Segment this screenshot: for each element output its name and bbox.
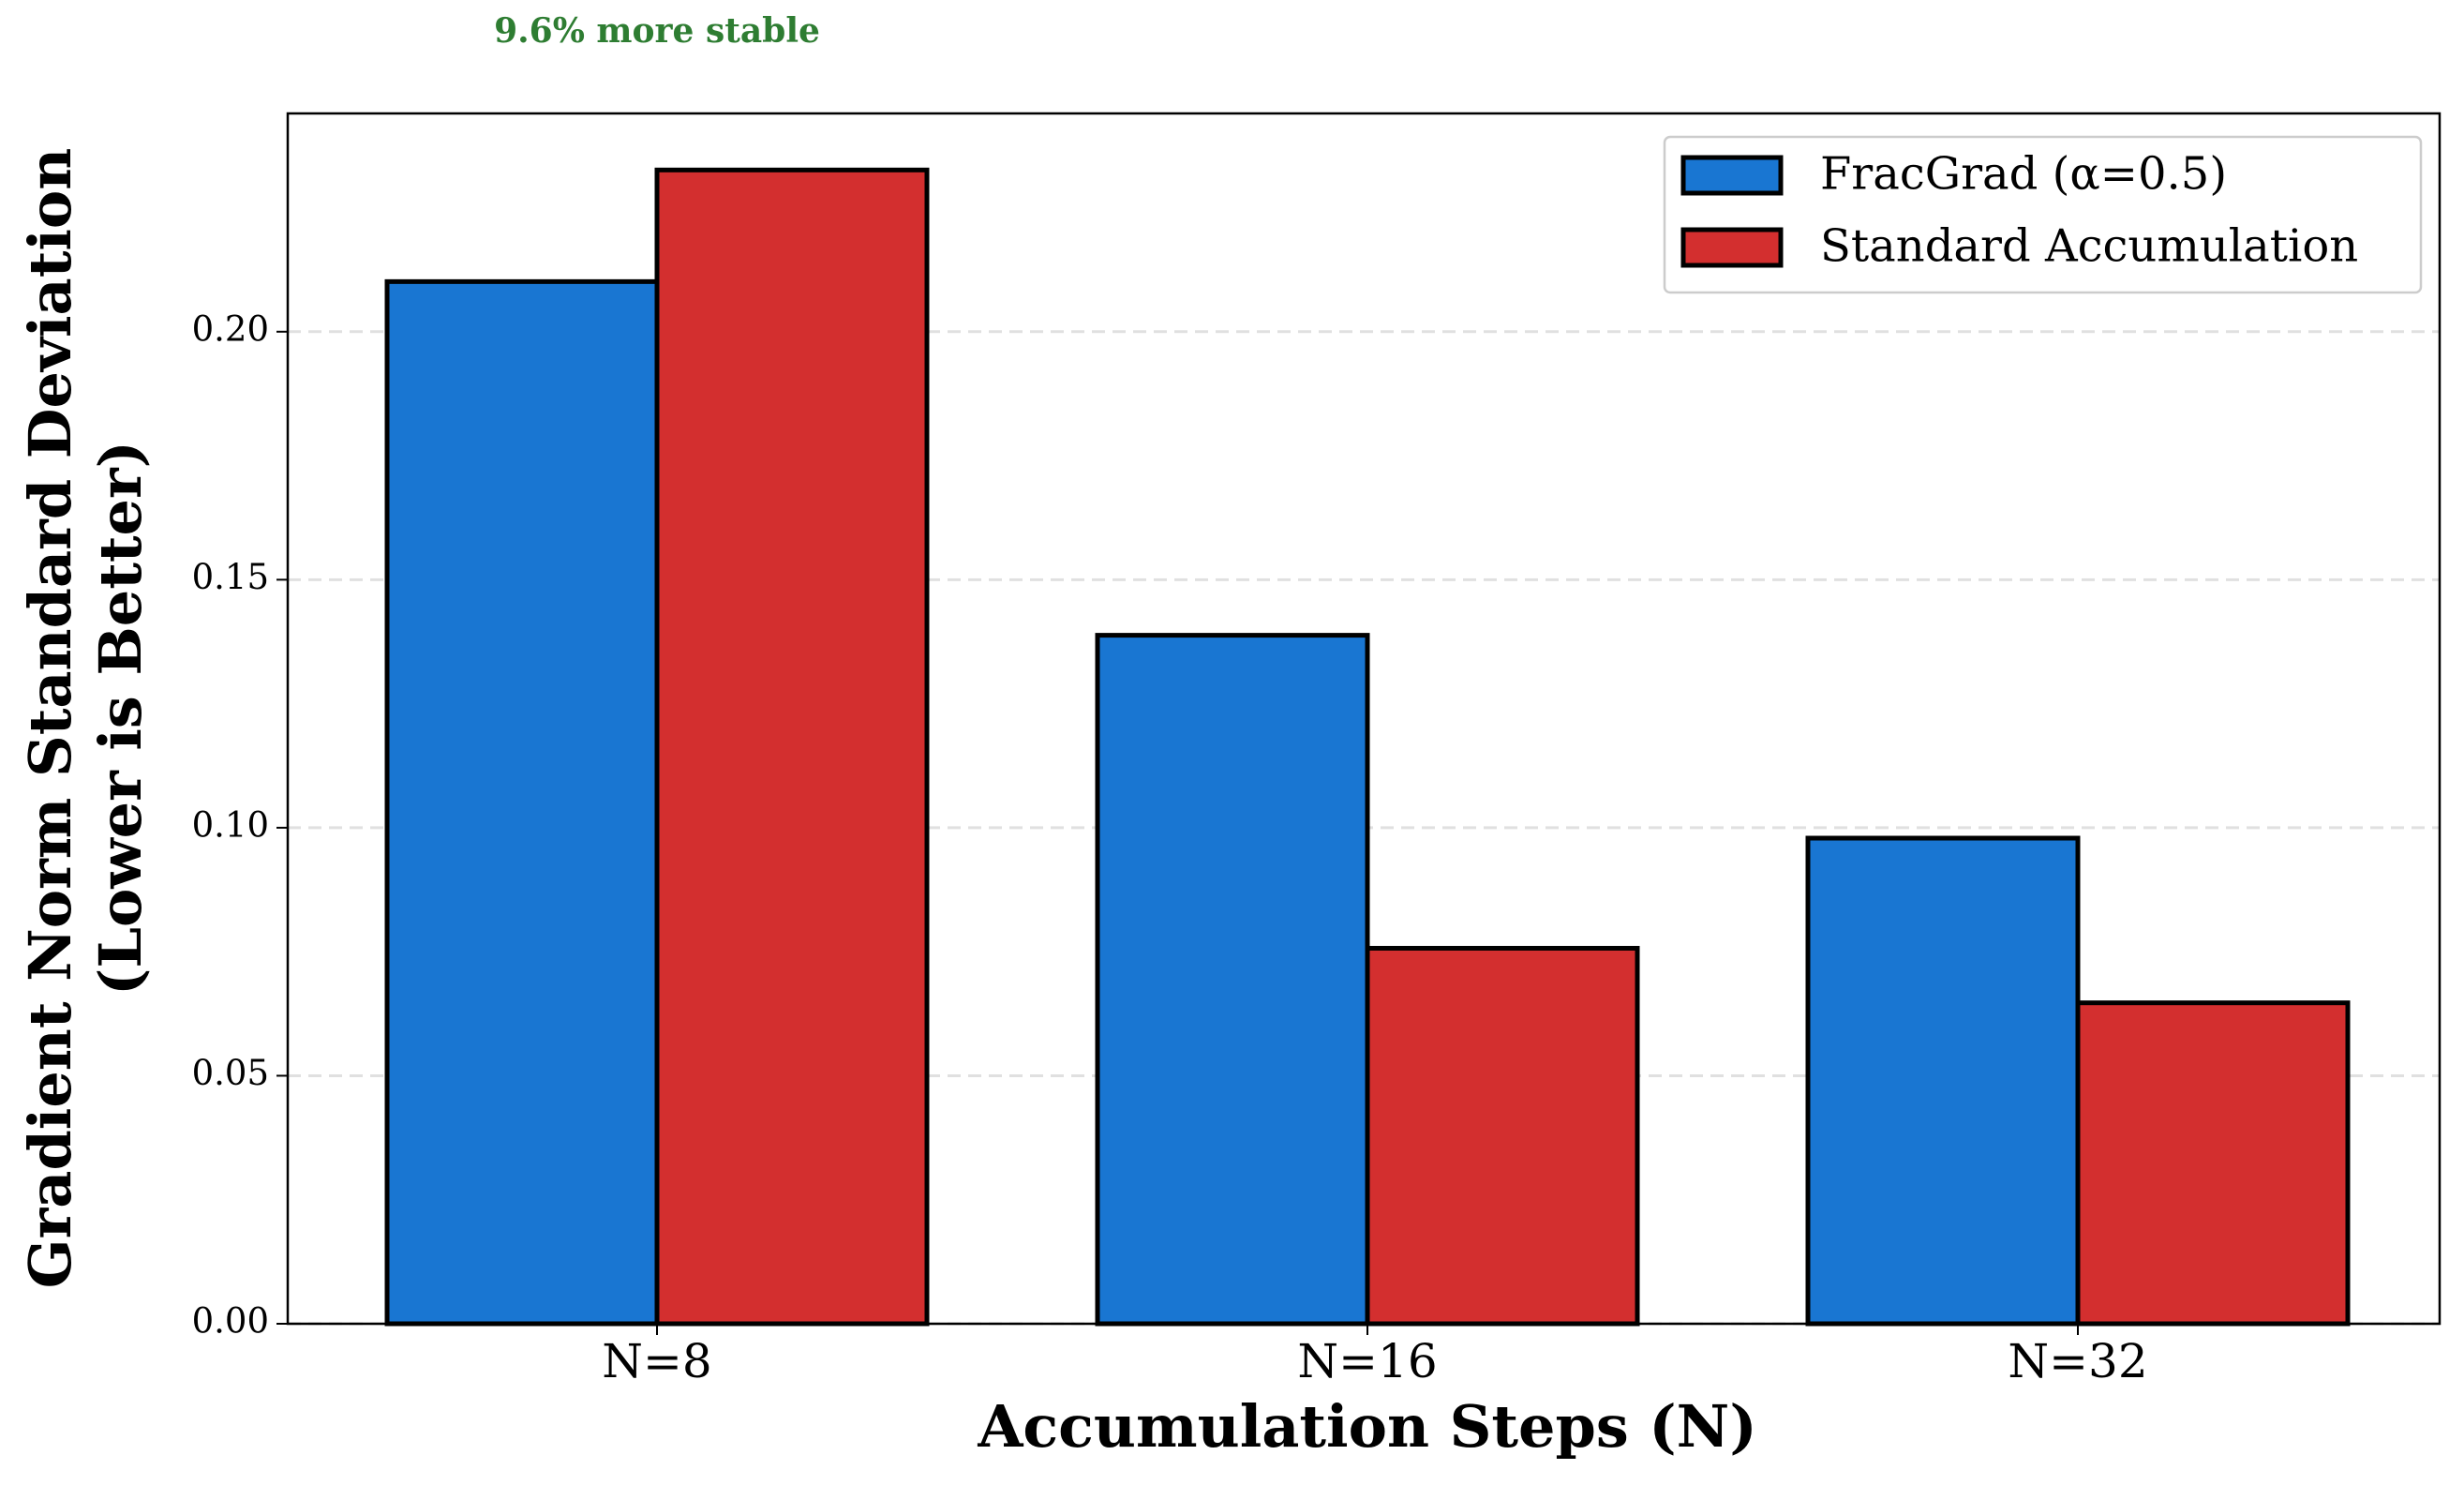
bar <box>2075 1000 2351 1327</box>
y-axis-label: (Lower is Better) <box>86 441 155 996</box>
bar <box>1095 633 1370 1327</box>
x-axis-label: Accumulation Steps (N) <box>977 1392 1756 1461</box>
legend-label: Standard Accumulation <box>1820 220 2358 273</box>
y-tick-label: 0.00 <box>192 1301 269 1342</box>
x-tick-label: N=32 <box>2008 1334 2147 1388</box>
bar <box>1365 945 1640 1327</box>
bar <box>384 278 660 1327</box>
x-tick-label: N=16 <box>1297 1334 1437 1388</box>
y-tick-label: 0.10 <box>192 804 269 845</box>
legend-box <box>1663 135 2423 294</box>
legend-label: FracGrad (α=0.5) <box>1820 148 2227 201</box>
y-tick-label: 0.15 <box>192 557 269 597</box>
annotation: 9.6% more stable <box>494 11 820 51</box>
bar <box>1805 835 2081 1327</box>
y-tick-label: 0.05 <box>192 1053 269 1093</box>
y-axis-label: Gradient Norm Standard Deviation <box>16 148 84 1289</box>
y-tick-label: 0.20 <box>192 308 269 349</box>
legend-swatch <box>1680 155 1784 196</box>
x-tick-label: N=8 <box>602 1334 711 1388</box>
plot-frame <box>286 112 2442 1326</box>
bar <box>654 167 930 1327</box>
legend-swatch <box>1680 227 1784 268</box>
